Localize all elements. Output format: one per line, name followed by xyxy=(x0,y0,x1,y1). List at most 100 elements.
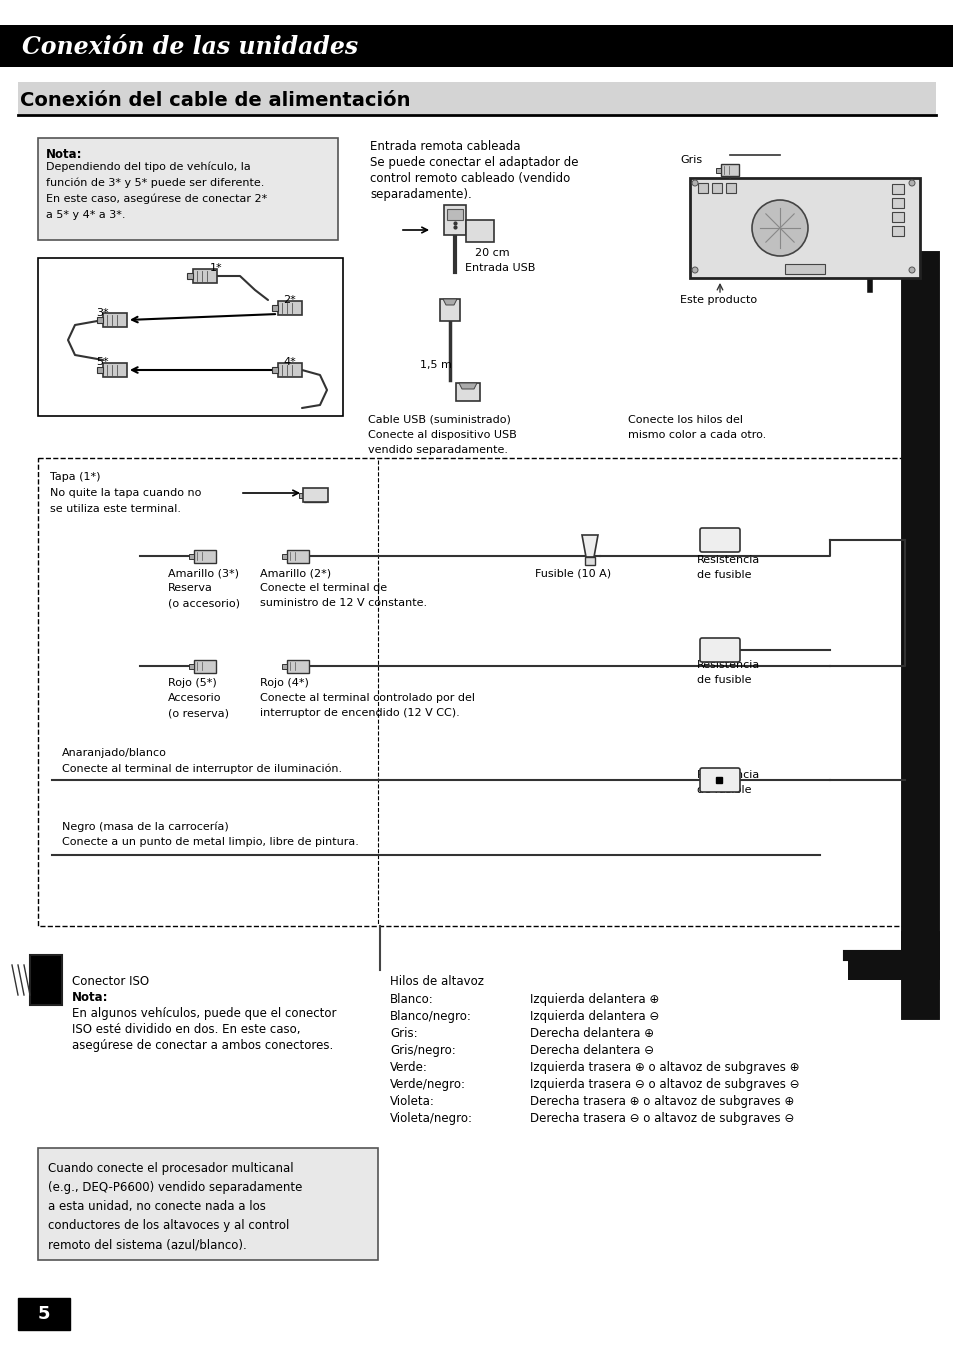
FancyBboxPatch shape xyxy=(97,317,103,322)
Text: Conecte los hilos del: Conecte los hilos del xyxy=(627,415,742,425)
FancyBboxPatch shape xyxy=(38,1148,377,1260)
Text: vendido separadamente.: vendido separadamente. xyxy=(368,444,507,455)
Text: Violeta/negro:: Violeta/negro: xyxy=(390,1112,473,1125)
Text: interruptor de encendido (12 V CC).: interruptor de encendido (12 V CC). xyxy=(260,709,459,718)
Text: Amarillo (3*): Amarillo (3*) xyxy=(168,568,239,579)
FancyBboxPatch shape xyxy=(103,313,127,327)
Text: 5*: 5* xyxy=(96,356,109,367)
FancyBboxPatch shape xyxy=(277,363,302,377)
Text: (o reserva): (o reserva) xyxy=(168,709,229,718)
Text: Izquierda trasera ⊖ o altavoz de subgraves ⊖: Izquierda trasera ⊖ o altavoz de subgrav… xyxy=(530,1079,799,1091)
Text: función de 3* y 5* puede ser diferente.: función de 3* y 5* puede ser diferente. xyxy=(46,178,264,188)
FancyBboxPatch shape xyxy=(103,363,127,377)
Text: Gris:: Gris: xyxy=(390,1027,417,1041)
Polygon shape xyxy=(442,299,456,305)
FancyBboxPatch shape xyxy=(18,83,935,114)
Text: Resistencia: Resistencia xyxy=(697,660,760,669)
FancyBboxPatch shape xyxy=(439,299,459,321)
FancyBboxPatch shape xyxy=(30,955,62,1005)
Text: 1*: 1* xyxy=(210,263,222,272)
FancyBboxPatch shape xyxy=(189,664,193,669)
Text: Izquierda delantera ⊕: Izquierda delantera ⊕ xyxy=(530,993,659,1005)
Text: asegúrese de conectar a ambos conectores.: asegúrese de conectar a ambos conectores… xyxy=(71,1039,333,1051)
Circle shape xyxy=(908,267,914,272)
FancyBboxPatch shape xyxy=(18,1298,70,1331)
Text: Tapa (1*): Tapa (1*) xyxy=(50,472,100,482)
Text: Conector ISO: Conector ISO xyxy=(71,976,149,988)
FancyBboxPatch shape xyxy=(187,272,193,279)
Polygon shape xyxy=(458,383,476,389)
FancyBboxPatch shape xyxy=(711,183,721,192)
Text: Este producto: Este producto xyxy=(679,295,757,305)
Text: Nota:: Nota: xyxy=(46,148,82,161)
Text: remoto del sistema (azul/blanco).: remoto del sistema (azul/blanco). xyxy=(48,1238,247,1251)
Text: Dependiendo del tipo de vehículo, la: Dependiendo del tipo de vehículo, la xyxy=(46,163,251,172)
Text: Hilos de altavoz: Hilos de altavoz xyxy=(390,976,483,988)
Text: se utiliza este terminal.: se utiliza este terminal. xyxy=(50,504,181,514)
Text: Cuando conecte el procesador multicanal: Cuando conecte el procesador multicanal xyxy=(48,1163,294,1175)
Text: Cable USB (suministrado): Cable USB (suministrado) xyxy=(368,415,511,425)
FancyBboxPatch shape xyxy=(465,220,494,243)
Text: control remoto cableado (vendido: control remoto cableado (vendido xyxy=(370,172,570,186)
FancyBboxPatch shape xyxy=(38,138,337,240)
Text: Resistencia: Resistencia xyxy=(697,556,760,565)
Text: 3*: 3* xyxy=(96,308,109,318)
FancyBboxPatch shape xyxy=(720,164,739,176)
Text: de fusible: de fusible xyxy=(697,570,751,580)
Text: En algunos vehículos, puede que el conector: En algunos vehículos, puede que el conec… xyxy=(71,1007,336,1020)
Text: Entrada remota cableada: Entrada remota cableada xyxy=(370,140,520,153)
FancyBboxPatch shape xyxy=(298,493,304,499)
Text: No quite la tapa cuando no: No quite la tapa cuando no xyxy=(50,488,201,499)
Text: a esta unidad, no conecte nada a los: a esta unidad, no conecte nada a los xyxy=(48,1201,266,1213)
Text: 2*: 2* xyxy=(283,295,295,305)
Text: Amarillo (2*): Amarillo (2*) xyxy=(260,568,331,579)
Text: a 5* y 4* a 3*.: a 5* y 4* a 3*. xyxy=(46,210,126,220)
FancyBboxPatch shape xyxy=(716,168,720,173)
FancyBboxPatch shape xyxy=(38,257,343,416)
Text: Blanco:: Blanco: xyxy=(390,993,434,1005)
Text: 20 cm: 20 cm xyxy=(475,248,509,257)
FancyBboxPatch shape xyxy=(282,554,287,560)
FancyBboxPatch shape xyxy=(272,367,277,373)
Text: Blanco/negro:: Blanco/negro: xyxy=(390,1009,472,1023)
Text: Conecte al dispositivo USB: Conecte al dispositivo USB xyxy=(368,430,517,440)
FancyBboxPatch shape xyxy=(700,638,740,663)
Text: Nota:: Nota: xyxy=(71,991,109,1004)
Text: Resistencia: Resistencia xyxy=(697,770,760,780)
FancyBboxPatch shape xyxy=(689,178,919,278)
Text: (e.g., DEQ-P6600) vendido separadamente: (e.g., DEQ-P6600) vendido separadamente xyxy=(48,1182,302,1194)
FancyBboxPatch shape xyxy=(698,183,707,192)
Text: Conecte al terminal controlado por del: Conecte al terminal controlado por del xyxy=(260,692,475,703)
FancyBboxPatch shape xyxy=(716,776,721,783)
FancyBboxPatch shape xyxy=(287,550,309,562)
Text: suministro de 12 V constante.: suministro de 12 V constante. xyxy=(260,598,427,608)
Text: Gris/negro:: Gris/negro: xyxy=(390,1043,456,1057)
Text: 1,5 m: 1,5 m xyxy=(419,360,452,370)
Text: 4*: 4* xyxy=(283,356,295,367)
Text: Verde/negro:: Verde/negro: xyxy=(390,1079,465,1091)
Text: Accesorio: Accesorio xyxy=(168,692,221,703)
Text: Negro (masa de la carrocería): Negro (masa de la carrocería) xyxy=(62,822,229,832)
FancyBboxPatch shape xyxy=(700,528,740,551)
FancyBboxPatch shape xyxy=(277,301,302,314)
FancyBboxPatch shape xyxy=(193,660,215,673)
Text: Gris: Gris xyxy=(679,154,701,165)
Text: de fusible: de fusible xyxy=(697,675,751,686)
FancyBboxPatch shape xyxy=(891,226,903,236)
FancyBboxPatch shape xyxy=(784,264,824,274)
Text: de fusible: de fusible xyxy=(697,785,751,795)
Text: Derecha delantera ⊕: Derecha delantera ⊕ xyxy=(530,1027,654,1041)
Text: Conecte el terminal de: Conecte el terminal de xyxy=(260,583,387,593)
FancyBboxPatch shape xyxy=(287,660,309,673)
Text: Conecte a un punto de metal limpio, libre de pintura.: Conecte a un punto de metal limpio, libr… xyxy=(62,837,358,847)
Text: Derecha trasera ⊕ o altavoz de subgraves ⊕: Derecha trasera ⊕ o altavoz de subgraves… xyxy=(530,1095,794,1108)
FancyBboxPatch shape xyxy=(891,198,903,209)
FancyBboxPatch shape xyxy=(725,183,735,192)
FancyBboxPatch shape xyxy=(303,488,328,501)
FancyBboxPatch shape xyxy=(38,458,907,925)
FancyBboxPatch shape xyxy=(97,367,103,373)
Text: Anaranjado/blanco: Anaranjado/blanco xyxy=(62,748,167,757)
FancyBboxPatch shape xyxy=(282,664,287,669)
Text: Se puede conectar el adaptador de: Se puede conectar el adaptador de xyxy=(370,156,578,169)
Text: Derecha trasera ⊖ o altavoz de subgraves ⊖: Derecha trasera ⊖ o altavoz de subgraves… xyxy=(530,1112,794,1125)
